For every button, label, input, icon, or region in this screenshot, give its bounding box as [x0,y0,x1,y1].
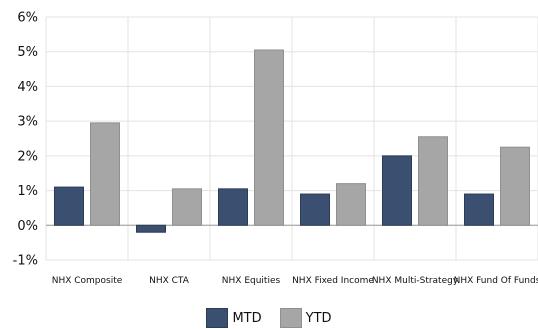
y-tick-label: 4% [17,80,38,95]
bar-ytd [90,122,120,226]
legend-item-mtd[interactable]: MTD [206,308,262,328]
bars [54,49,530,233]
bar-ytd [336,183,366,226]
legend-item-ytd[interactable]: YTD [279,308,332,328]
bar-mtd [136,224,166,233]
legend-swatch-ytd [279,308,302,328]
y-tick-label: 3% [17,115,38,130]
bar-mtd [382,155,412,226]
bar-mtd [300,193,330,226]
bar-ytd [500,146,530,226]
y-axis-ticks: -1% 0% 1% 2% 3% 4% 5% 6% [13,11,38,269]
x-tick-label: NHX CTA [149,276,190,286]
x-axis-ticks: NHX Composite NHX CTA NHX Equities NHX Fixe… [52,276,538,286]
x-tick-label: NHX Equities [222,276,281,286]
bar-mtd [464,193,494,226]
y-tick-label: 5% [17,45,38,60]
y-tick-label: 2% [17,149,38,164]
legend-swatch-mtd [206,308,229,328]
bar-ytd [254,49,284,226]
x-tick-label: NHX Fund Of Funds [454,276,538,286]
y-tick-label: 1% [17,184,38,199]
legend-label-mtd: MTD [232,310,262,326]
x-tick-label: NHX Composite [52,276,123,286]
bar-mtd [218,188,248,226]
legend: MTD YTD [0,308,538,328]
y-tick-label: 6% [17,11,38,26]
x-tick-label: NHX Fixed Income [292,276,374,286]
y-tick-label: -1% [13,254,38,269]
y-tick-label: 0% [17,219,38,234]
x-tick-label: NHX Multi-Strategy [372,276,459,286]
bar-ytd [418,136,448,226]
bar-ytd [172,188,202,226]
grid-lines [45,16,538,261]
bar-mtd [54,186,84,226]
legend-label-ytd: YTD [305,310,332,326]
